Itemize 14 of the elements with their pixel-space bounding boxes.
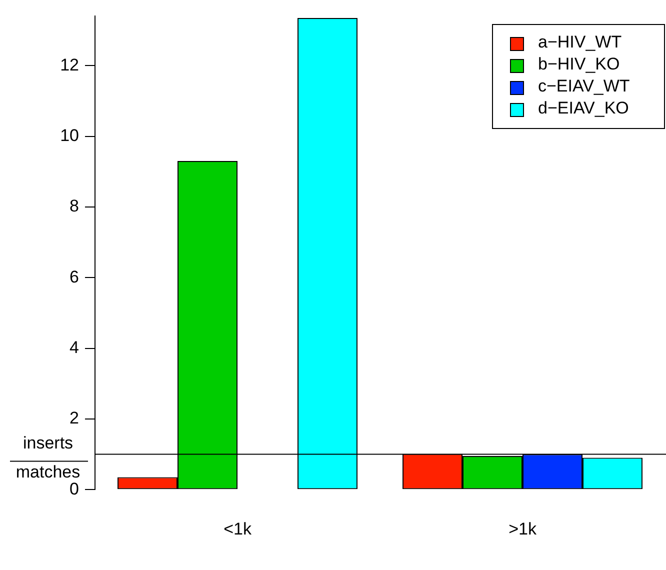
x-tick-label: >1k — [508, 519, 537, 538]
legend-label: b−HIV_KO — [538, 54, 620, 74]
y-tick-label: 10 — [60, 126, 79, 146]
legend-label: c−EIAV_WT — [538, 76, 630, 96]
y-tick-label: 6 — [70, 267, 79, 286]
legend-label: a−HIV_WT — [538, 32, 622, 52]
y-tick-label: 0 — [70, 479, 79, 498]
y-tick-label: 12 — [60, 55, 79, 74]
y-tick-label: 4 — [70, 338, 79, 357]
ref-line-label: inserts matches — [16, 433, 80, 482]
legend-label: d−EIAV_KO — [538, 98, 629, 118]
y-tick-label: 8 — [70, 196, 79, 216]
x-tick-label: <1k — [224, 519, 252, 538]
y-tick-label: 2 — [70, 408, 79, 428]
